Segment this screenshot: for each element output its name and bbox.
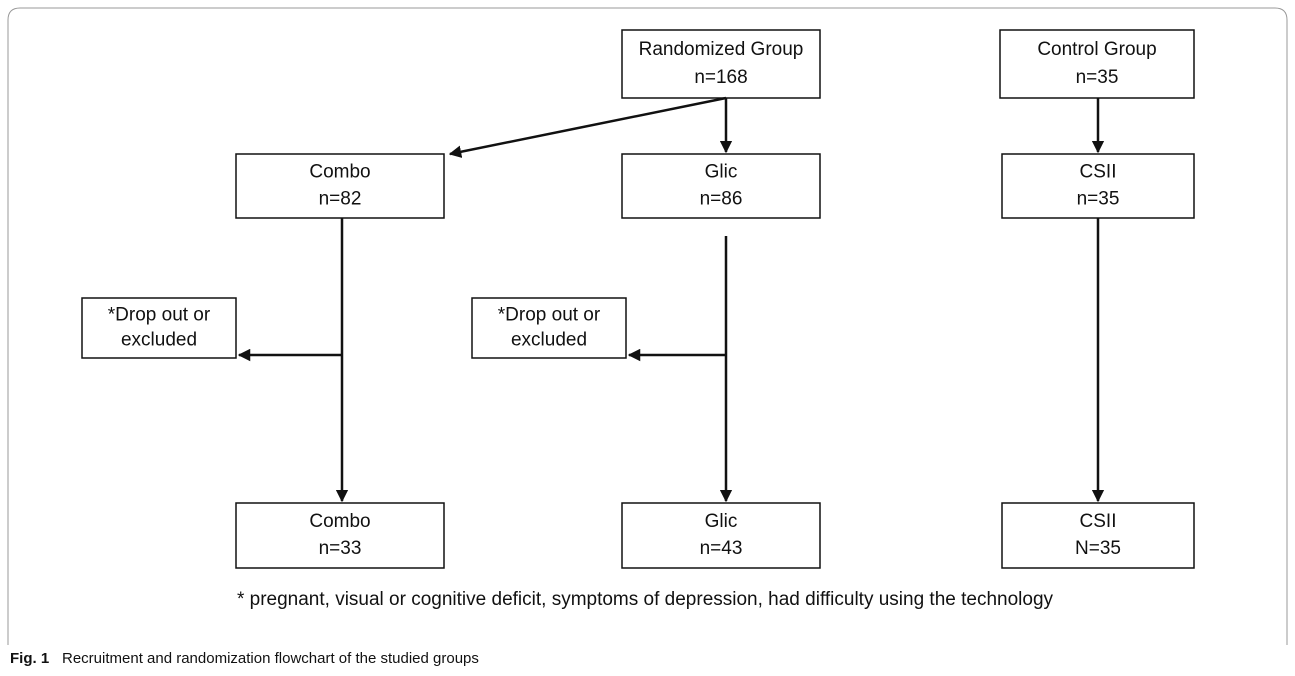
node-label: Glic: [705, 511, 738, 532]
footnote: * pregnant, visual or cognitive deficit,…: [237, 589, 1054, 610]
node-label: Glic: [705, 162, 738, 183]
caption-text: Recruitment and randomization flowchart …: [62, 650, 479, 667]
node-box: [235, 153, 445, 219]
node-label: Combo: [309, 511, 370, 532]
node-box: [81, 297, 237, 359]
node-label: *Drop out or: [498, 305, 601, 326]
node-label: n=35: [1077, 188, 1120, 209]
node-label: *Drop out or: [108, 305, 211, 326]
node-label: n=168: [694, 67, 747, 88]
arrow: [448, 96, 727, 158]
node-box: [621, 153, 821, 219]
node-box: [471, 297, 627, 359]
node-label: excluded: [511, 330, 587, 351]
node-label: n=43: [700, 538, 743, 559]
node-box: [1001, 153, 1195, 219]
node-label: n=82: [319, 188, 362, 209]
node-box: [235, 502, 445, 569]
node-label: CSII: [1080, 162, 1117, 183]
node-label: CSII: [1080, 511, 1117, 532]
node-label: N=35: [1075, 538, 1121, 559]
node-label: Combo: [309, 162, 370, 183]
node-label: Control Group: [1037, 39, 1156, 60]
node-label: n=86: [700, 188, 743, 209]
node-box: [999, 29, 1195, 99]
node-label: n=35: [1076, 67, 1119, 88]
node-label: n=33: [319, 538, 362, 559]
node-box: [1001, 502, 1195, 569]
node-label: excluded: [121, 330, 197, 351]
frame: [7, 7, 1288, 645]
caption-label: Fig. 1: [10, 650, 49, 667]
node-box: [621, 502, 821, 569]
node-label: Randomized Group: [639, 39, 804, 60]
